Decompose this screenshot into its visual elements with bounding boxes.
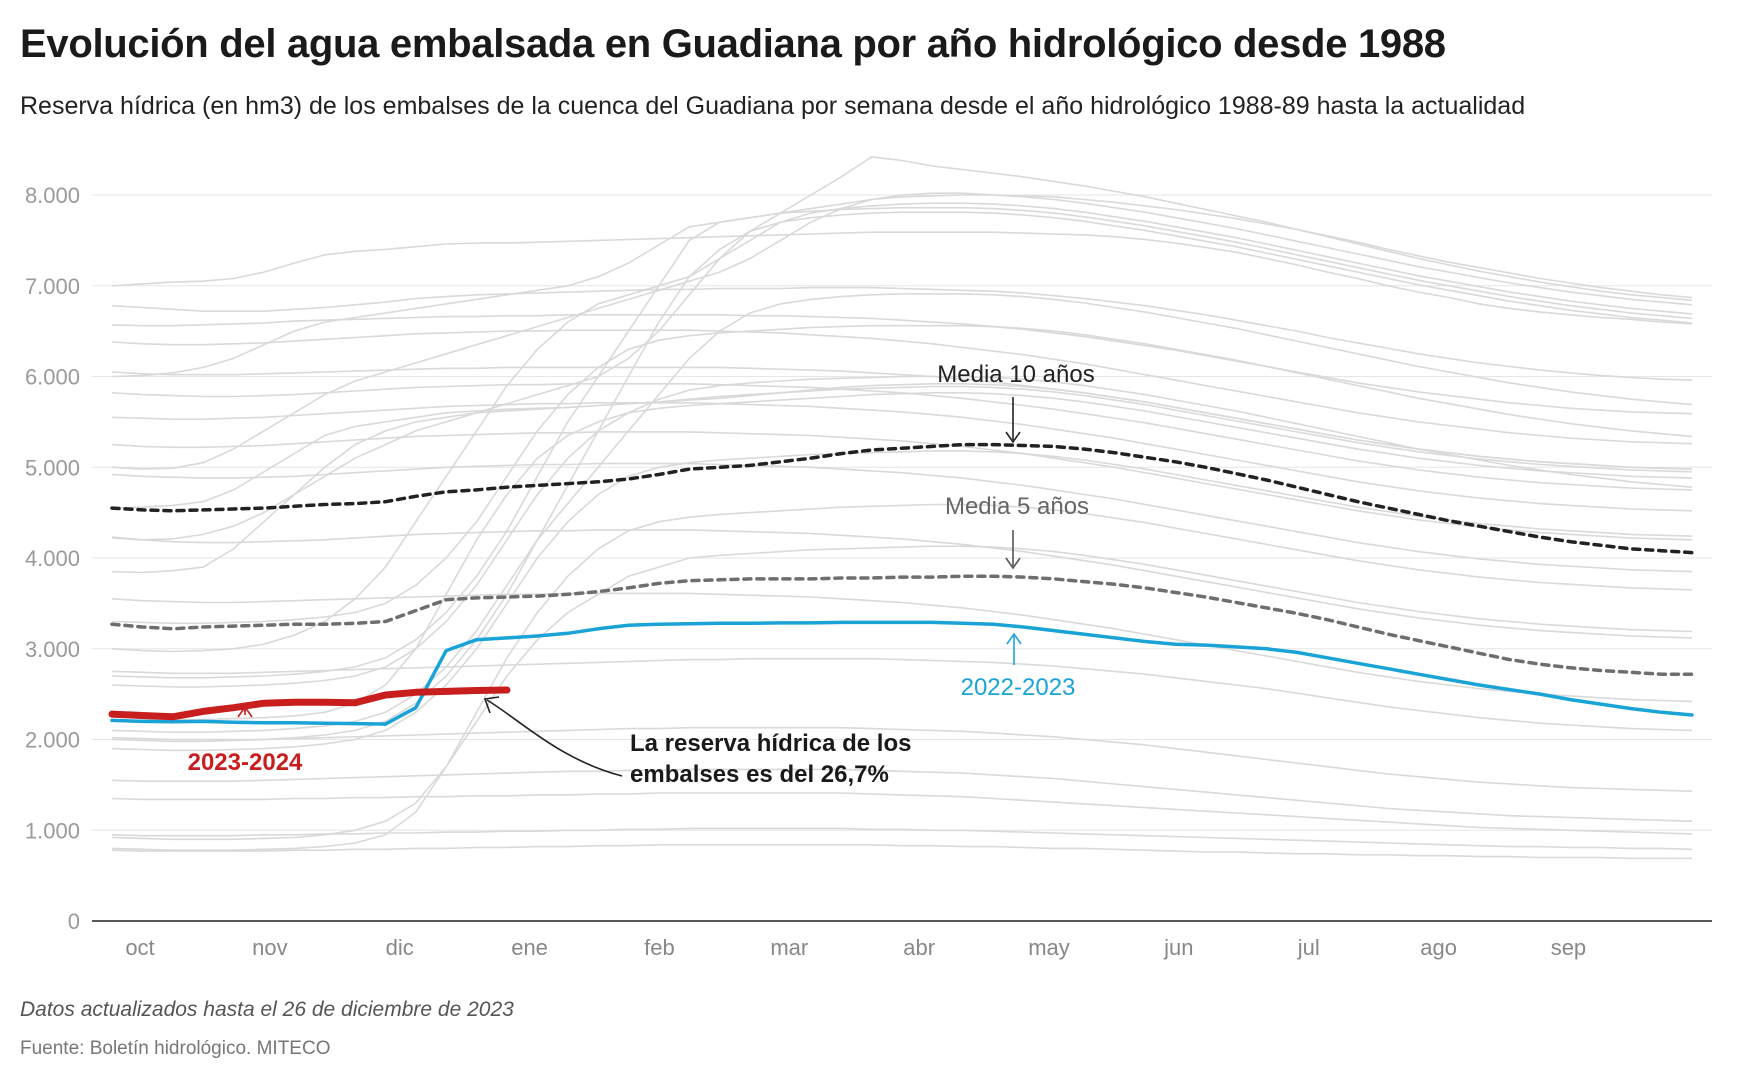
x-tick-label-oct: oct	[125, 935, 154, 960]
historical-series-line	[111, 657, 1693, 732]
y-tick-label: 5.000	[25, 455, 80, 480]
y-tick-label: 0	[68, 909, 80, 934]
y-tick-label: 1.000	[25, 818, 80, 843]
x-tick-label-mar: mar	[770, 935, 808, 960]
update-note: Datos actualizados hasta el 26 de diciem…	[20, 998, 514, 1021]
series-media-5-anos	[110, 574, 1694, 676]
historical-series-line	[111, 293, 1693, 733]
x-tick-label-jun: jun	[1163, 935, 1193, 960]
historical-series-line	[111, 206, 1693, 679]
arrowhead-2023-2024	[237, 705, 253, 718]
x-tick-label-abr: abr	[903, 935, 935, 960]
historical-series-line	[111, 194, 1693, 378]
chart-title: Evolución del agua embalsada en Guadiana…	[20, 22, 1446, 66]
historical-series-line	[111, 462, 1693, 573]
annotations: Media 10 años Media 5 años 2022-2023 202…	[188, 361, 1095, 777]
x-tick-label-ago: ago	[1420, 935, 1457, 960]
y-tick-label: 4.000	[25, 546, 80, 571]
callout-line-1: La reserva hídrica de los	[630, 730, 912, 757]
historical-series-line	[111, 529, 1693, 639]
x-tick-label-sep: sep	[1551, 935, 1586, 960]
arrow-reserva	[486, 699, 623, 777]
y-tick-label: 6.000	[25, 365, 80, 390]
historical-series-line	[111, 726, 1693, 792]
arrowhead-media-10-anos	[1005, 431, 1021, 444]
historical-series-line	[111, 324, 1693, 625]
historical-series-line	[111, 375, 1693, 688]
historical-series-line	[111, 827, 1693, 851]
historical-series-line	[111, 211, 1693, 743]
series-2023-2024	[108, 686, 511, 721]
chart-subtitle: Reserva hídrica (en hm3) de los embalses…	[20, 92, 1526, 120]
historical-series-line	[111, 286, 1693, 381]
x-axis-month-labels: oct nov dic ene feb mar abr may jun jul ago sep	[125, 935, 1586, 960]
y-tick-label: 8.000	[25, 183, 80, 208]
highlighted-series	[108, 442, 1694, 726]
historical-series-line	[111, 592, 1693, 703]
y-tick-label: 7.000	[25, 274, 80, 299]
source-credit: Fuente: Boletín hidrológico. MITECO	[20, 1038, 331, 1059]
historical-series-line	[111, 545, 1693, 841]
arrowhead-media-5-anos	[1005, 557, 1021, 570]
historical-series-line	[111, 844, 1692, 860]
historical-series-line	[111, 385, 1693, 509]
historical-series-line	[111, 503, 1693, 851]
historical-series-line	[111, 402, 1693, 512]
x-tick-label-nov: nov	[252, 935, 287, 960]
historical-series-line	[111, 792, 1693, 835]
label-2022-2023: 2022-2023	[961, 674, 1076, 701]
y-tick-label: 3.000	[25, 637, 80, 662]
x-tick-label-feb: feb	[644, 935, 675, 960]
reserve-callout: La reserva hídrica de los embalses es del…	[630, 728, 911, 790]
y-axis-ticks: 0 1.000 2.000 3.000 4.000 5.000 6.000 7.000 8.00…	[25, 183, 80, 934]
historical-series-line	[111, 314, 1693, 415]
x-tick-label-may: may	[1028, 935, 1070, 960]
historical-series-line	[111, 431, 1693, 541]
x-tick-label-jul: jul	[1297, 935, 1320, 960]
historical-series-line	[111, 231, 1693, 325]
historical-series-line	[111, 768, 1693, 822]
historical-series	[111, 156, 1693, 860]
callout-line-2: embalses es del 26,7%	[630, 761, 889, 788]
historical-series-line	[111, 192, 1693, 470]
y-tick-label: 2.000	[25, 728, 80, 753]
arrowhead-reserva	[483, 696, 500, 714]
series-media-10-anos	[110, 442, 1694, 555]
label-2023-2024: 2023-2024	[188, 749, 303, 776]
label-media-10-anos: Media 10 años	[937, 361, 1094, 388]
historical-series-line	[111, 156, 1693, 541]
historical-series-line	[111, 383, 1693, 491]
series-2022-2023	[110, 620, 1694, 726]
arrowhead-2022-2023	[1006, 632, 1022, 645]
callout-text: La reserva hídrica de los embalses es del…	[630, 728, 911, 790]
historical-series-line	[111, 202, 1693, 653]
x-tick-label-ene: ene	[511, 935, 548, 960]
label-media-5-anos: Media 5 años	[945, 493, 1089, 520]
x-tick-label-dic: dic	[386, 935, 414, 960]
historical-series-line	[111, 392, 1693, 721]
historical-series-line	[111, 329, 1693, 445]
